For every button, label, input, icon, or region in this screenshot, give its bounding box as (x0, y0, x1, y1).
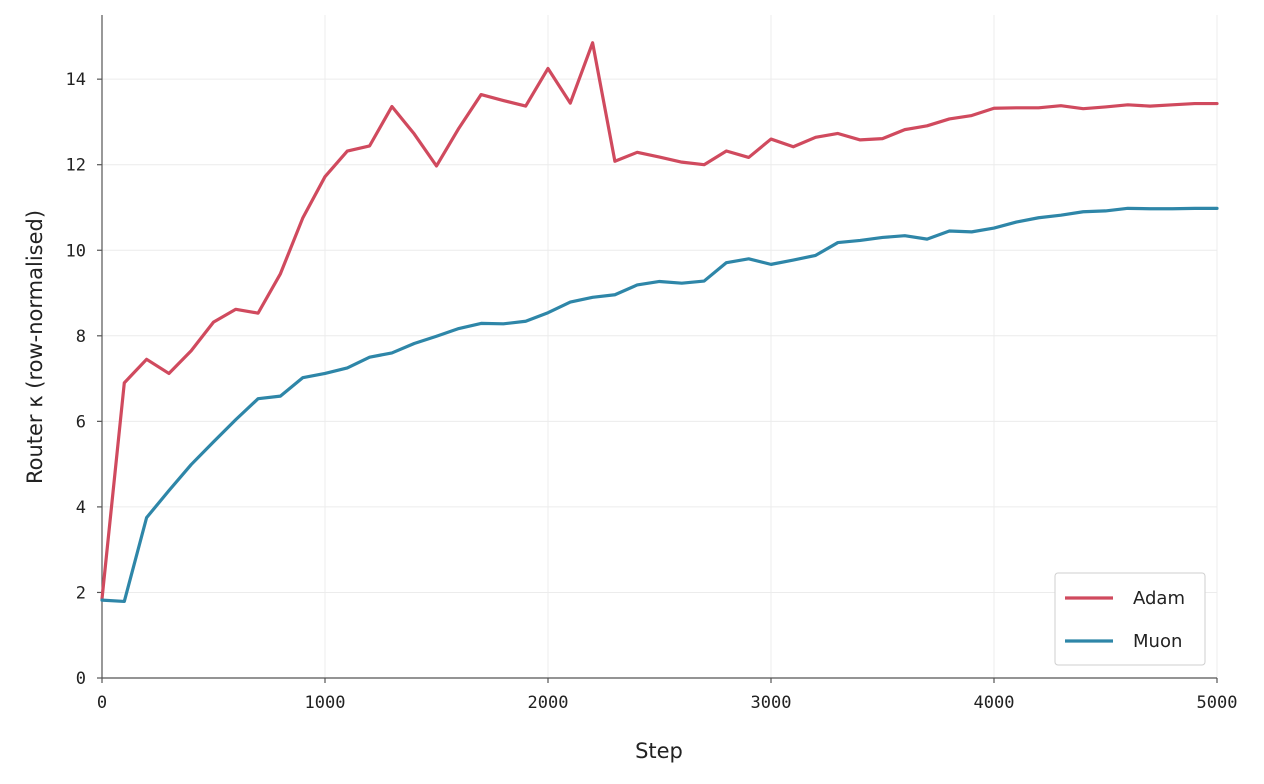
y-tick-label: 12 (66, 156, 86, 176)
x-tick-label: 5000 (1197, 693, 1238, 713)
axes (101, 15, 1217, 679)
x-tick-label: 1000 (305, 693, 346, 713)
legend-label-adam: Adam (1133, 588, 1185, 609)
x-tick-label: 4000 (974, 693, 1015, 713)
x-axis-label: Step (635, 739, 683, 763)
y-tick-label: 4 (76, 498, 86, 518)
series-line-adam (100, 41, 1219, 601)
grid (102, 15, 1218, 678)
x-tick-label: 0 (97, 693, 107, 713)
legend-label-muon: Muon (1133, 631, 1182, 652)
tick-labels: 0 1000 2000 3000 4000 5000 0 2 4 6 8 10 12 14 (66, 70, 1238, 713)
x-tick-label: 3000 (751, 693, 792, 713)
y-tick-label: 14 (66, 70, 86, 90)
x-tick-label: 2000 (528, 693, 569, 713)
y-tick-label: 8 (76, 327, 86, 347)
y-tick-label: 0 (76, 669, 86, 689)
y-tick-label: 2 (76, 583, 86, 603)
legend: Adam Muon (1054, 572, 1206, 666)
y-axis-label: Router κ (row-normalised) (23, 210, 47, 484)
series-lines (100, 41, 1219, 604)
y-tick-label: 6 (76, 412, 86, 432)
legend-box (1054, 572, 1206, 666)
series-line-muon (100, 206, 1219, 604)
y-tick-label: 10 (66, 241, 86, 261)
